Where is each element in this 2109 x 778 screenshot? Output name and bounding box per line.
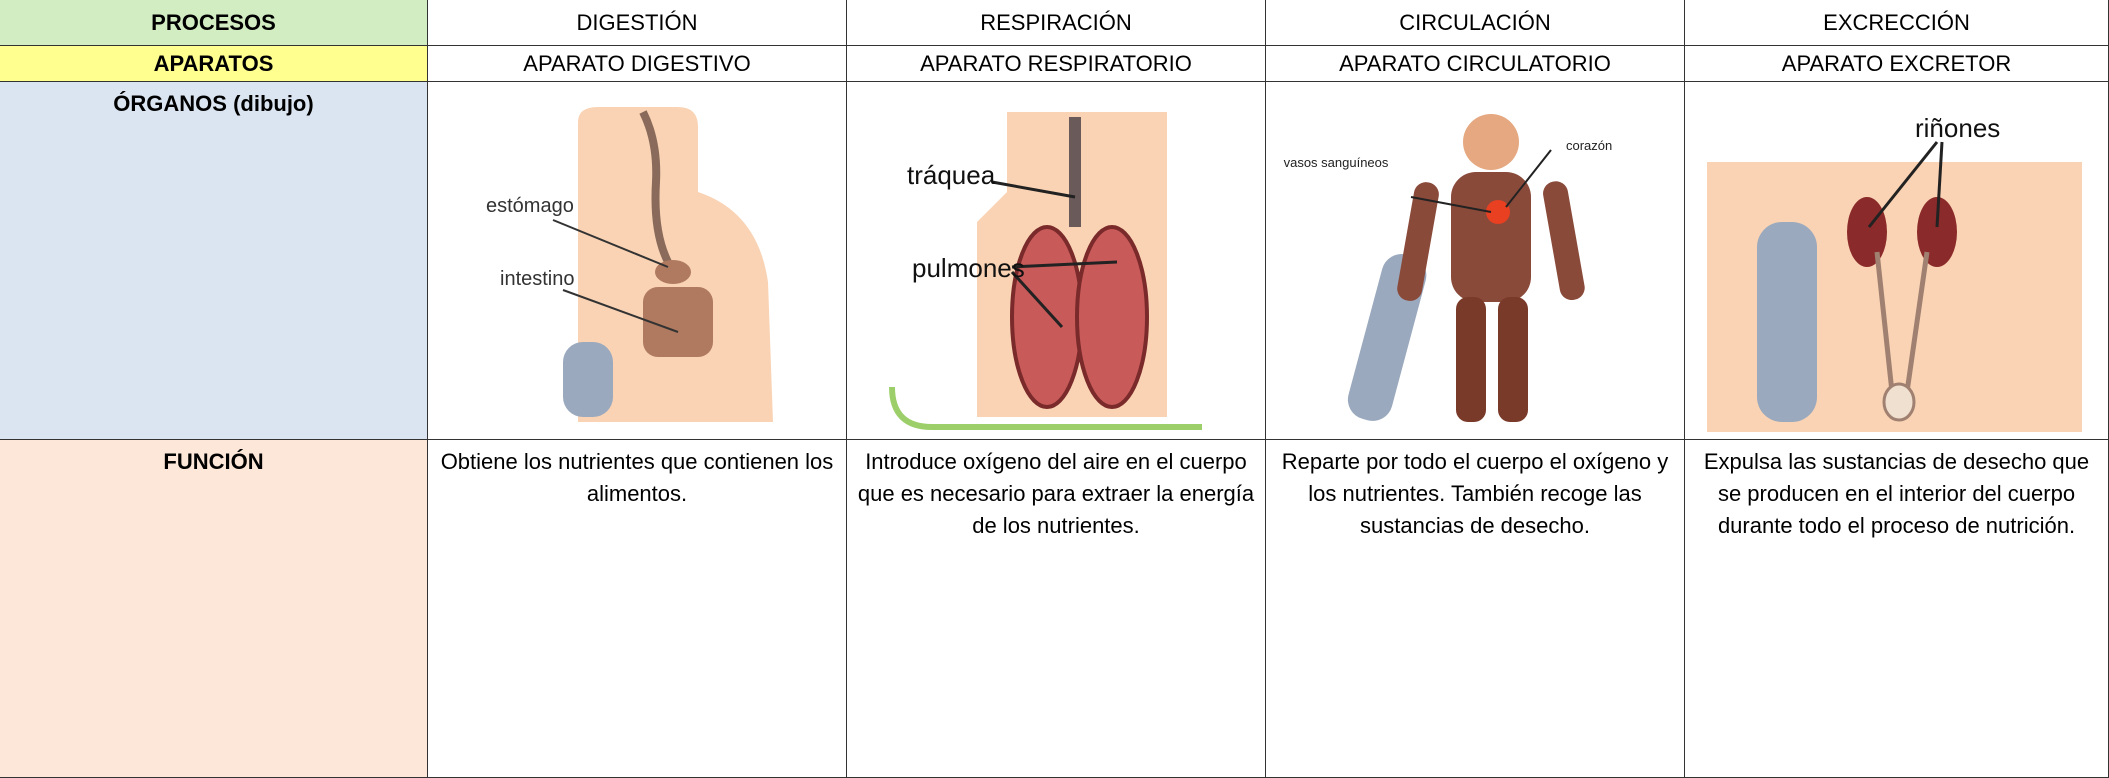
cell: APARATO DIGESTIVO	[428, 46, 847, 82]
drawing-cell: tráquea pulmones	[847, 82, 1266, 440]
organ-label: vasos sanguíneos	[1284, 155, 1389, 170]
organ-label: intestino	[500, 268, 575, 290]
circulatory-drawing: vasos sanguíneos corazón	[1284, 114, 1612, 422]
organ-label: estómago	[486, 195, 574, 217]
organ-label: riñones	[1915, 113, 2000, 143]
cell: APARATO EXCRETOR	[1685, 46, 2109, 82]
cell: Obtiene los nutrientes que contienen los…	[428, 440, 847, 778]
cell: APARATO CIRCULATORIO	[1266, 46, 1685, 82]
cell: RESPIRACIÓN	[847, 0, 1266, 46]
organ-label: pulmones	[912, 253, 1025, 283]
organ-label: tráquea	[907, 160, 996, 190]
cell: APARATO RESPIRATORIO	[847, 46, 1266, 82]
drawing-cell: estómago intestino	[428, 82, 847, 440]
cell: CIRCULACIÓN	[1266, 0, 1685, 46]
cell: DIGESTIÓN	[428, 0, 847, 46]
cell: Reparte por todo el cuerpo el oxígeno y …	[1266, 440, 1685, 778]
cell: EXCRECCIÓN	[1685, 0, 2109, 46]
row-header: FUNCIÓN	[0, 440, 428, 778]
cell: Introduce oxígeno del aire en el cuerpo …	[847, 440, 1266, 778]
drawing-cell: vasos sanguíneos corazón	[1266, 82, 1685, 440]
digestive-drawing: estómago intestino	[486, 107, 773, 422]
row-header: APARATOS	[0, 46, 428, 82]
excretory-drawing: riñones	[1707, 113, 2082, 432]
organ-label: corazón	[1566, 138, 1612, 153]
respiratory-drawing: tráquea pulmones	[889, 112, 1202, 430]
cell: Expulsa las sustancias de desecho que se…	[1685, 440, 2109, 778]
row-header: PROCESOS	[0, 0, 428, 46]
drawing-cell: riñones	[1685, 82, 2109, 440]
row-header: ÓRGANOS (dibujo)	[0, 82, 428, 440]
